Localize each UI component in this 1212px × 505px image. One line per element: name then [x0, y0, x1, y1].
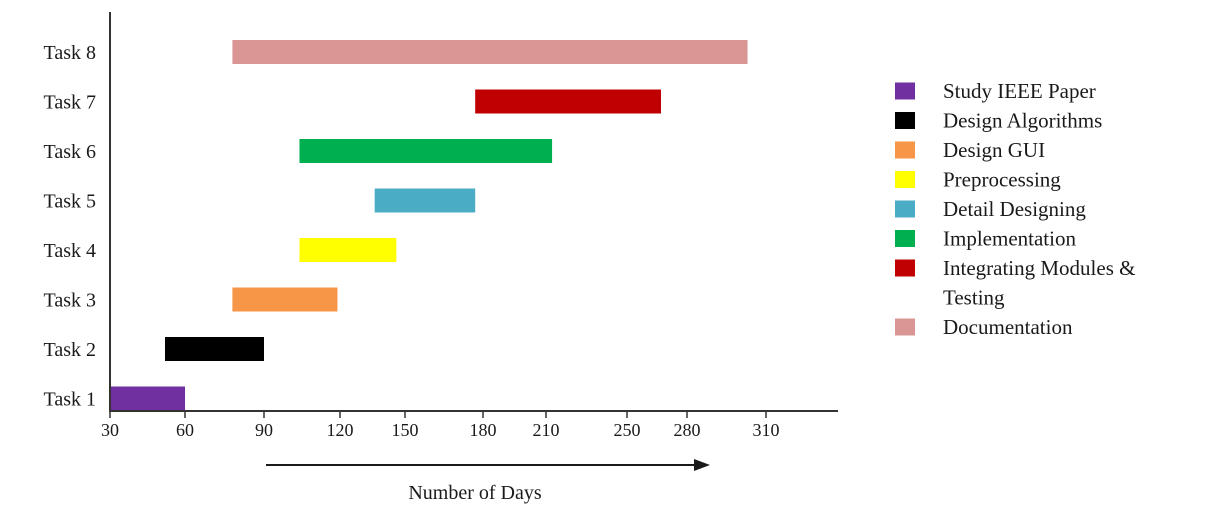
task-label: Task 1	[44, 389, 96, 411]
legend-label: Testing	[943, 286, 1005, 310]
gantt-bar	[110, 386, 185, 411]
x-tick-label: 30	[101, 420, 119, 440]
x-tick-label: 90	[255, 420, 273, 440]
x-tick-label: 210	[533, 420, 560, 440]
legend-swatch	[895, 200, 915, 218]
x-tick-label: 150	[392, 420, 419, 440]
x-tick-label: 250	[614, 420, 641, 440]
legend-label: Detail Designing	[943, 197, 1086, 221]
task-label: Task 3	[44, 290, 96, 312]
legend-label: Integrating Modules &	[943, 256, 1135, 280]
gantt-bar	[165, 337, 264, 361]
x-tick-label: 280	[674, 420, 701, 440]
legend-label: Implementation	[943, 227, 1076, 251]
gantt-bar	[475, 89, 661, 114]
x-tick-label: 310	[753, 420, 780, 440]
task-label: Task 4	[44, 240, 96, 262]
legend-label: Preprocessing	[943, 168, 1061, 192]
gantt-bar	[232, 287, 338, 312]
x-tick-label: 120	[327, 420, 354, 440]
legend-item: Study IEEE Paper	[895, 79, 1096, 103]
gantt-bar	[299, 139, 553, 163]
legend-swatch	[895, 112, 915, 129]
gantt-bar	[299, 238, 397, 262]
legend-swatch	[895, 82, 915, 100]
legend-label: Design GUI	[943, 138, 1045, 162]
legend-item: Preprocessing	[895, 168, 1061, 192]
legend-item: Integrating Modules & Testing	[895, 256, 1135, 310]
bars-layer	[110, 40, 748, 411]
x-direction-arrow	[266, 459, 710, 471]
legend: Study IEEE Paper Design Algorithms Design …	[895, 79, 1135, 339]
task-label: Task 6	[44, 141, 96, 163]
task-label: Task 7	[44, 92, 96, 114]
task-label: Task 8	[44, 42, 96, 64]
legend-item: Design GUI	[895, 138, 1045, 162]
legend-swatch	[895, 230, 915, 247]
task-labels: Task 1 Task 2 Task 3 Task 4 Task 5 Task 6 Task…	[44, 42, 96, 411]
legend-item: Documentation	[895, 315, 1073, 339]
ticks-layer: 30 60 90 120 150 180 210 250 280 310	[101, 411, 780, 440]
x-tick-label: 180	[470, 420, 497, 440]
task-label: Task 5	[44, 191, 96, 213]
gantt-bar	[232, 40, 748, 64]
legend-label: Documentation	[943, 315, 1073, 339]
gantt-bar	[374, 188, 476, 213]
arrow-head-icon	[694, 459, 710, 471]
legend-swatch	[895, 171, 915, 188]
legend-item: Detail Designing	[895, 197, 1086, 221]
legend-swatch	[895, 259, 915, 277]
legend-swatch	[895, 141, 915, 159]
legend-item: Implementation	[895, 227, 1076, 251]
legend-swatch	[895, 318, 915, 336]
x-tick-label: 60	[176, 420, 194, 440]
legend-label: Design Algorithms	[943, 109, 1102, 133]
legend-item: Design Algorithms	[895, 109, 1102, 133]
task-label: Task 2	[44, 339, 96, 361]
x-axis-title: Number of Days	[408, 482, 542, 504]
legend-label: Study IEEE Paper	[943, 79, 1096, 103]
